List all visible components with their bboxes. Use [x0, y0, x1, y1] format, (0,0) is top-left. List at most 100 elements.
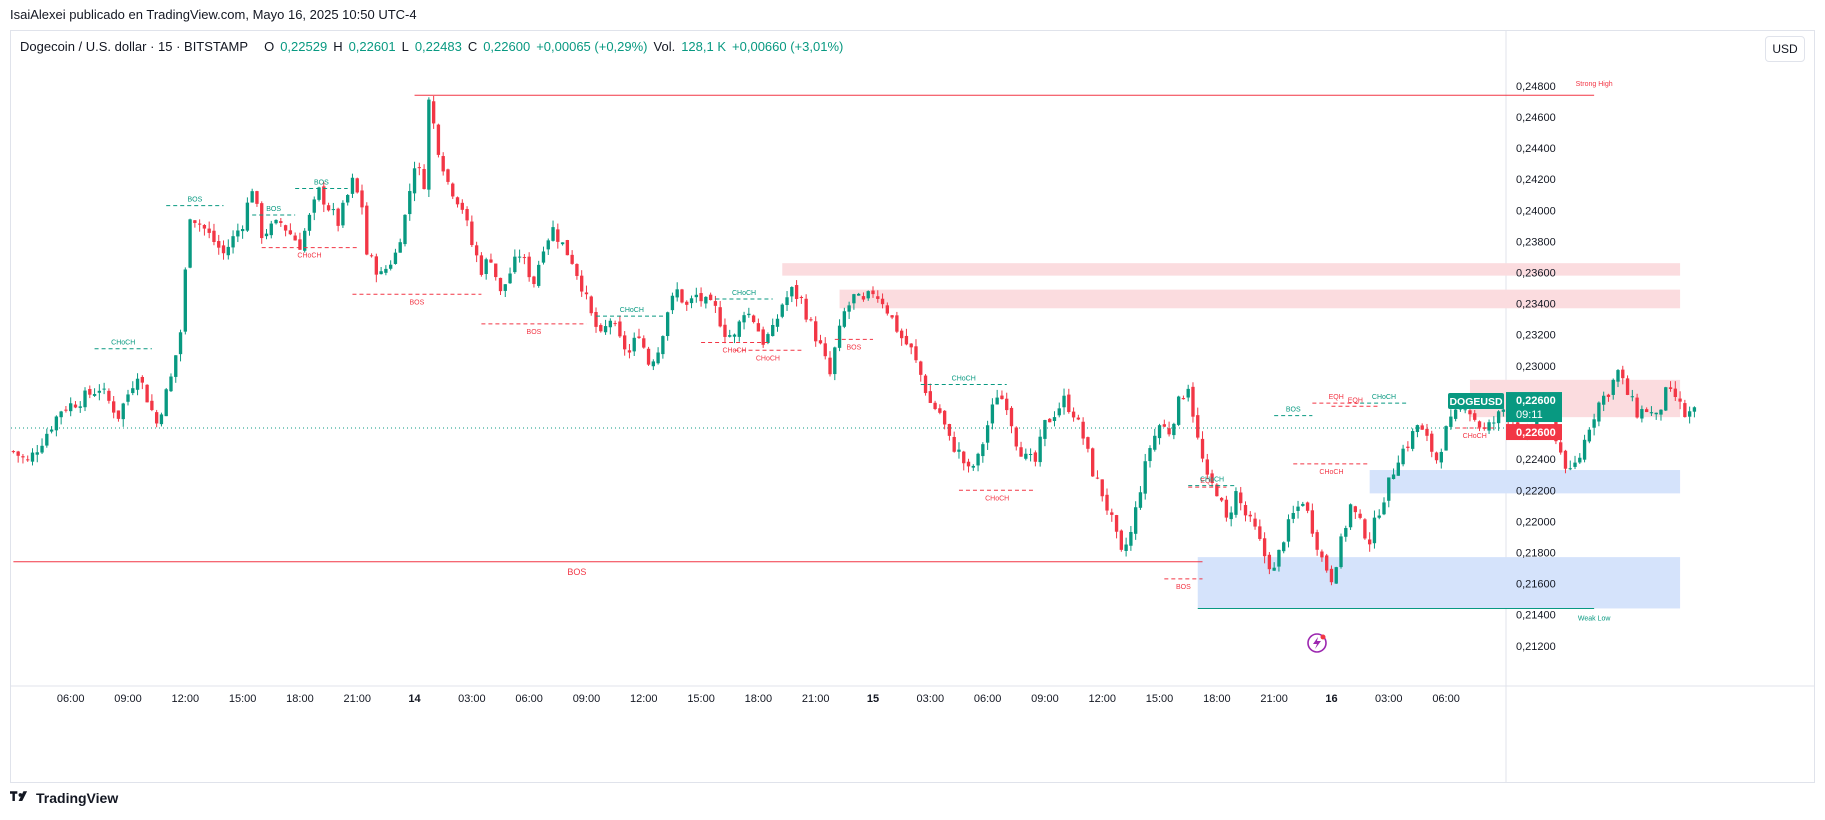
- y-tick-label: 0,24600: [1516, 112, 1556, 124]
- candle-body: [398, 242, 402, 253]
- candle-body: [665, 312, 670, 337]
- candle-body: [317, 187, 321, 200]
- candle-body: [150, 400, 154, 411]
- candle-body: [1606, 394, 1611, 397]
- y-tick-label: 0,24000: [1516, 205, 1556, 217]
- candle-body: [183, 269, 187, 332]
- candle-body: [517, 256, 522, 258]
- candle-body: [546, 240, 550, 250]
- candle-body: [431, 101, 436, 124]
- candle-body: [1286, 519, 1291, 542]
- candle-body: [804, 298, 808, 320]
- x-tick-label: 18:00: [286, 693, 314, 705]
- x-tick-label: 16: [1325, 693, 1337, 705]
- y-tick-label: 0,23400: [1516, 299, 1556, 311]
- chart-panel[interactable]: CHoCH BOS BOS BOS CHoCH BOS BOS CHoCH CHoCH CHoCH…: [10, 30, 1815, 783]
- candle-body: [699, 293, 703, 302]
- candle-body: [785, 297, 789, 306]
- footer-brand[interactable]: TradingView: [10, 790, 118, 806]
- candle-body: [1239, 492, 1243, 504]
- close-label: C: [467, 39, 478, 54]
- candle-body: [1086, 437, 1090, 449]
- candle-body: [264, 233, 269, 237]
- y-tick-label: 0,21200: [1516, 641, 1556, 653]
- candle-body: [1329, 568, 1334, 583]
- candle-body: [1430, 433, 1434, 452]
- candle-body: [236, 230, 240, 237]
- candle-body: [560, 242, 565, 245]
- candle-body: [455, 197, 460, 205]
- candle-body: [422, 168, 426, 190]
- candle-body: [790, 287, 794, 297]
- candle-body: [1205, 459, 1209, 475]
- candle-body: [1616, 370, 1620, 382]
- x-tick-label: 15:00: [229, 693, 257, 705]
- candle-body: [307, 214, 312, 231]
- candle-body: [283, 225, 288, 231]
- structure-label: CHoCH: [732, 290, 756, 297]
- candle-body: [1659, 409, 1663, 415]
- structure-label: BOS: [847, 344, 862, 351]
- candle-body: [1611, 379, 1615, 395]
- symbol-label: DOGEUSD: [1449, 396, 1503, 408]
- candle-body: [1473, 413, 1477, 420]
- candlestick-chart[interactable]: CHoCH BOS BOS BOS CHoCH BOS BOS CHoCH CHoCH CHoCH…: [11, 31, 1815, 783]
- candle-body: [21, 456, 25, 458]
- candle-body: [1138, 492, 1143, 508]
- x-tick-label: 21:00: [1260, 693, 1288, 705]
- candle-body: [1000, 395, 1004, 400]
- x-tick-label: 06:00: [1432, 693, 1460, 705]
- candle-body: [1133, 507, 1138, 534]
- candle-body: [174, 355, 178, 377]
- candle-body: [154, 412, 159, 424]
- candle-body: [1439, 451, 1443, 463]
- candle-body: [365, 205, 369, 255]
- structure-label: BOS: [1176, 584, 1191, 591]
- candle-body: [11, 451, 16, 453]
- candle-body: [732, 334, 737, 337]
- candle-body: [1043, 420, 1047, 439]
- candle-body: [178, 332, 183, 355]
- strong-high-label: Strong High: [1576, 81, 1613, 88]
- candle-body: [890, 315, 894, 318]
- candle-body: [1649, 412, 1654, 414]
- candle-body: [775, 318, 780, 327]
- candle-body: [842, 311, 847, 327]
- candle-body: [1692, 407, 1697, 412]
- candle-body: [145, 384, 149, 403]
- supply-zone: [839, 289, 1681, 309]
- structure-label: BOS: [527, 329, 542, 336]
- candle-body: [1110, 512, 1114, 515]
- symbol-title[interactable]: Dogecoin / U.S. dollar · 15 · BITSTAMP: [20, 39, 249, 54]
- candle-body: [880, 298, 885, 305]
- candle-body: [1410, 431, 1415, 449]
- currency-button[interactable]: USD: [1765, 36, 1805, 62]
- structure-label: CHoCH: [756, 355, 780, 362]
- candle-body: [240, 229, 245, 232]
- candle-body: [1492, 422, 1496, 424]
- candle-body: [1630, 396, 1635, 398]
- candle-body: [1100, 479, 1104, 497]
- candle-body: [427, 99, 431, 190]
- x-tick-label: 12:00: [172, 693, 200, 705]
- candle-body: [637, 336, 641, 339]
- candle-body: [26, 459, 30, 461]
- price-label-up-bg: [1506, 392, 1562, 423]
- candle-body: [379, 271, 383, 275]
- y-tick-label: 0,24400: [1516, 143, 1556, 155]
- structure-label: CHoCH: [985, 495, 1009, 502]
- candle-body: [374, 256, 379, 275]
- candle-body: [470, 221, 474, 246]
- candle-body: [1172, 423, 1176, 436]
- candle-body: [532, 276, 536, 285]
- candle-body: [680, 289, 684, 303]
- candle-body: [995, 397, 999, 405]
- candle-body: [947, 424, 952, 436]
- candle-body: [1578, 457, 1582, 463]
- candle-body: [1391, 474, 1396, 479]
- candle-body: [1339, 536, 1343, 568]
- candle-body: [1382, 502, 1386, 515]
- lightning-icon[interactable]: [1307, 633, 1327, 653]
- candle-body: [126, 394, 130, 402]
- candle-body: [1191, 386, 1195, 417]
